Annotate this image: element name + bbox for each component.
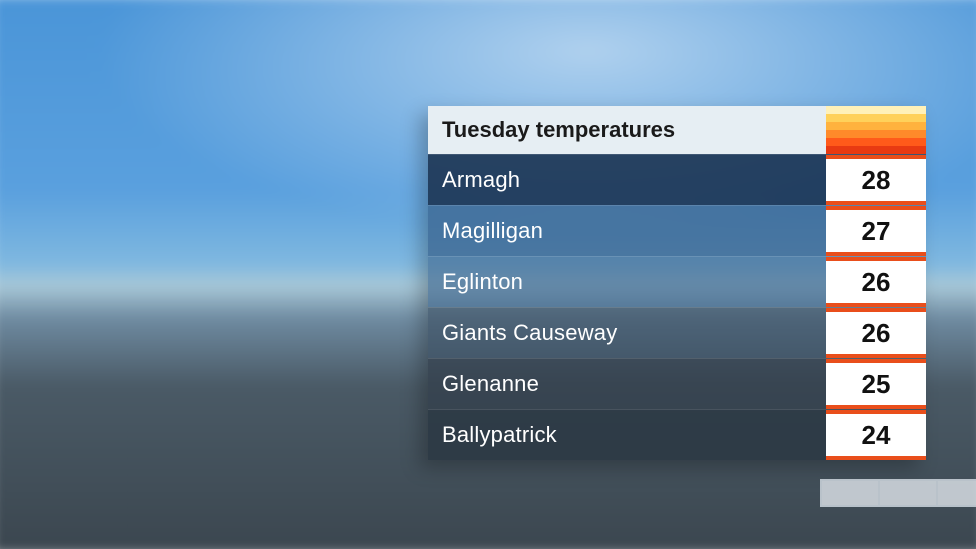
temperature-cell: 24 bbox=[826, 410, 926, 460]
heat-scale-icon bbox=[826, 106, 926, 154]
table-row: Glenanne25 bbox=[428, 358, 926, 409]
location-cell: Magilligan bbox=[428, 206, 826, 256]
temperature-cell: 26 bbox=[826, 257, 926, 307]
bottom-ticker bbox=[820, 479, 976, 507]
table-title: Tuesday temperatures bbox=[428, 106, 826, 154]
temperature-cell: 28 bbox=[826, 155, 926, 205]
table-row: Giants Causeway26 bbox=[428, 307, 926, 358]
temperature-cell: 26 bbox=[826, 308, 926, 358]
location-cell: Ballypatrick bbox=[428, 410, 826, 460]
temperature-table: Tuesday temperatures Armagh28Magilligan2… bbox=[428, 106, 926, 460]
temperature-cell: 27 bbox=[826, 206, 926, 256]
table-row: Eglinton26 bbox=[428, 256, 926, 307]
location-cell: Glenanne bbox=[428, 359, 826, 409]
temperature-cell: 25 bbox=[826, 359, 926, 409]
location-cell: Eglinton bbox=[428, 257, 826, 307]
weather-graphic: Tuesday temperatures Armagh28Magilligan2… bbox=[0, 0, 976, 549]
location-cell: Giants Causeway bbox=[428, 308, 826, 358]
table-header-row: Tuesday temperatures bbox=[428, 106, 926, 154]
table-row: Ballypatrick24 bbox=[428, 409, 926, 460]
location-cell: Armagh bbox=[428, 155, 826, 205]
table-row: Armagh28 bbox=[428, 154, 926, 205]
ticker-cell bbox=[820, 479, 878, 507]
ticker-cell bbox=[936, 479, 976, 507]
table-row: Magilligan27 bbox=[428, 205, 926, 256]
ticker-cell bbox=[878, 479, 936, 507]
